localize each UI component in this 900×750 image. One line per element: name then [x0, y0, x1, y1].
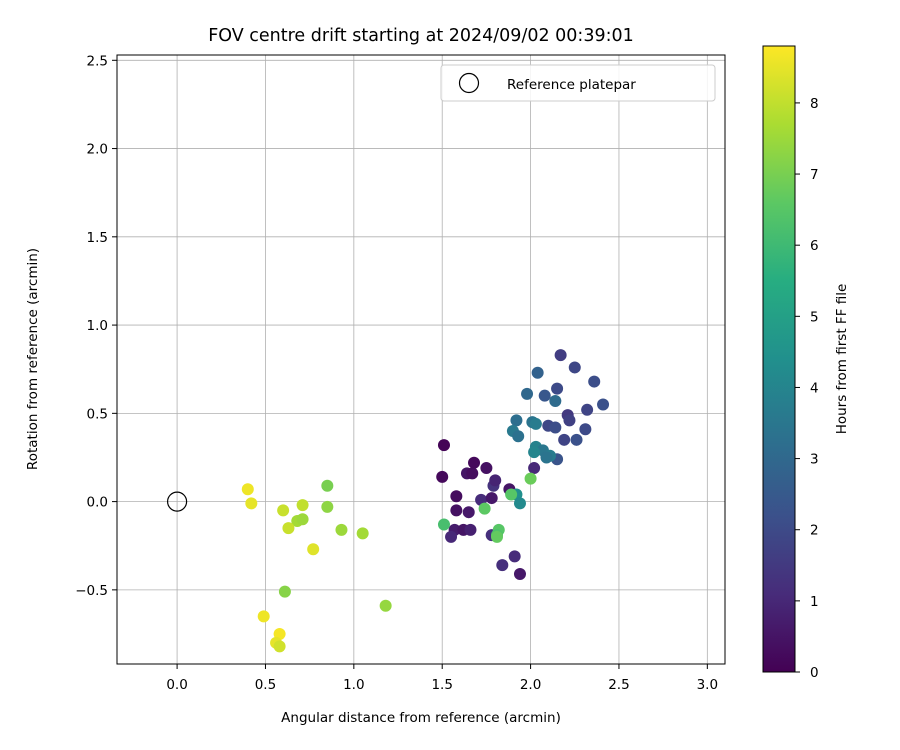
data-point: [549, 421, 562, 434]
data-point: [462, 506, 475, 519]
data-point: [551, 382, 564, 395]
x-tick-label: 2.5: [608, 677, 629, 693]
colorbar-tick-label: 6: [810, 238, 819, 254]
data-point: [245, 497, 258, 510]
colorbar-tick-label: 8: [810, 96, 819, 112]
data-point: [437, 439, 450, 452]
data-point: [278, 585, 291, 598]
y-tick-label: 1.0: [87, 318, 108, 334]
data-point: [568, 361, 581, 374]
colorbar-ticks: 0 1 2 3 4 5 6 7 8: [795, 96, 819, 681]
data-point: [528, 462, 541, 475]
data-point: [588, 375, 601, 388]
data-point: [450, 490, 463, 503]
x-tick-label: 0.0: [166, 677, 187, 693]
y-tick-label: −0.5: [75, 583, 108, 599]
y-tick-label: 0.0: [87, 495, 108, 511]
legend-marker: [458, 72, 480, 94]
data-point: [466, 467, 479, 480]
colorbar-tick-label: 2: [810, 523, 819, 539]
x-tick-label: 1.0: [343, 677, 364, 693]
data-point: [597, 398, 610, 411]
grid-lines: [117, 55, 725, 664]
data-point: [538, 389, 551, 402]
data-point: [437, 518, 450, 531]
data-point: [436, 470, 449, 483]
data-point: [485, 492, 498, 505]
data-point: [307, 543, 320, 556]
data-point: [356, 527, 369, 540]
x-tick-label: 3.0: [697, 677, 718, 693]
colorbar-gradient: [762, 45, 796, 673]
data-point: [579, 423, 592, 436]
reference-point: [166, 491, 188, 512]
data-point: [540, 451, 553, 464]
data-point: [558, 433, 571, 446]
data-point: [273, 640, 286, 653]
x-tick-label: 1.5: [431, 677, 452, 693]
data-point: [321, 500, 334, 513]
data-point: [513, 497, 526, 510]
data-point: [581, 403, 594, 416]
legend-label: Reference platepar: [507, 77, 636, 93]
x-tick-label: 0.5: [255, 677, 276, 693]
y-tick-label: 0.5: [87, 406, 108, 422]
data-point: [513, 567, 526, 580]
data-point: [335, 523, 348, 536]
colorbar-tick-label: 1: [810, 594, 819, 610]
y-axis-ticks: −0.5 0.0 0.5 1.0 1.5 2.0 2.5: [75, 53, 117, 599]
data-point: [379, 599, 392, 612]
data-point: [528, 446, 541, 459]
y-axis-label: Rotation from reference (arcmin): [25, 248, 41, 470]
data-point: [450, 504, 463, 517]
data-point: [531, 366, 544, 379]
colorbar-tick-label: 5: [810, 309, 819, 325]
data-point: [563, 414, 576, 427]
data-point: [478, 502, 491, 515]
data-point: [321, 479, 334, 492]
y-tick-label: 2.5: [87, 53, 108, 69]
colorbar-tick-label: 3: [810, 452, 819, 468]
reference-marker: [166, 491, 188, 512]
data-point: [508, 550, 521, 563]
chart-title: FOV centre drift starting at 2024/09/02 …: [208, 26, 634, 46]
x-axis-ticks: 0.0 0.5 1.0 1.5 2.0 2.5 3.0: [166, 664, 718, 693]
data-point: [510, 414, 523, 427]
data-point: [512, 430, 525, 443]
colorbar-tick-label: 0: [810, 665, 819, 681]
data-point: [480, 462, 493, 475]
colorbar-tick-label: 4: [810, 380, 819, 396]
data-point: [282, 522, 295, 535]
data-point: [445, 530, 458, 543]
x-axis-label: Angular distance from reference (arcmin): [281, 710, 561, 726]
data-point: [554, 349, 567, 362]
data-point: [241, 483, 254, 496]
data-point: [496, 559, 509, 572]
legend-box: [440, 64, 716, 102]
data-point: [549, 394, 562, 407]
data-point: [491, 530, 503, 543]
data-point: [505, 488, 518, 501]
data-point: [296, 513, 309, 526]
data-point: [277, 504, 290, 517]
scatter-points: [241, 349, 610, 653]
data-point: [529, 417, 542, 430]
legend: Reference platepar: [440, 64, 716, 102]
y-tick-label: 1.5: [87, 230, 108, 246]
x-tick-label: 2.0: [520, 677, 541, 693]
data-point: [521, 387, 534, 400]
data-point: [468, 456, 481, 469]
colorbar-label: Hours from first FF file: [834, 284, 850, 435]
plot-frame: [116, 54, 726, 665]
data-point: [489, 474, 502, 487]
data-point: [570, 433, 583, 446]
colorbar-tick-label: 7: [810, 167, 819, 183]
data-point: [524, 472, 537, 485]
y-tick-label: 2.0: [87, 142, 108, 158]
data-point: [257, 610, 270, 623]
colorbar: 0 1 2 3 4 5 6 7 8 Hours from first FF file: [762, 45, 850, 681]
data-point: [464, 523, 477, 536]
data-point: [296, 499, 309, 512]
